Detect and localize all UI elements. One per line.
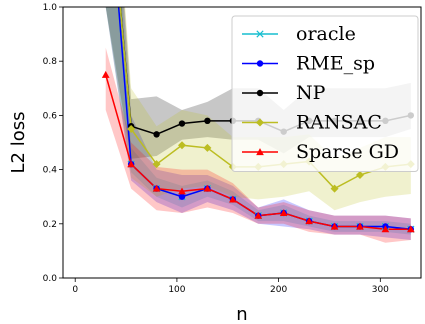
point-sparse-gd	[356, 222, 364, 230]
legend-marker-ransac	[256, 118, 264, 127]
legend-label-sparse-gd: Sparse GD	[296, 141, 399, 163]
legend-label-oracle: oracle	[296, 23, 356, 45]
legend-box	[231, 15, 419, 172]
legend-label-ransac: RANSAC	[296, 112, 382, 134]
point-sparse-gd	[305, 217, 313, 225]
point-sparse-gd	[152, 184, 161, 192]
band-rme-sp	[105, 7, 411, 241]
point-ransac	[177, 141, 186, 150]
point-sparse-gd	[127, 160, 135, 168]
point-np	[153, 131, 160, 138]
legend-marker-sparse-gd	[256, 148, 264, 156]
legend-marker-rme-sp	[256, 60, 264, 67]
point-ransac	[152, 160, 161, 169]
y-tick-label: 1.0	[43, 3, 58, 13]
plot-frame	[62, 6, 422, 279]
y-axis-label: L2 loss	[8, 112, 29, 174]
point-rme-sp	[178, 193, 186, 200]
point-ransac	[203, 143, 212, 152]
x-axis-label: n	[236, 304, 247, 324]
legend: oracle RME_sp NP RANSAC Sparse GD	[231, 15, 419, 172]
point-sparse-gd	[203, 184, 212, 192]
y-tick-label: 0.6	[43, 111, 58, 121]
y-tick-label: 0.2	[43, 220, 57, 230]
point-sparse-gd	[330, 222, 339, 230]
x-tick-label: 0	[72, 285, 78, 295]
legend-marker-np	[256, 89, 264, 97]
axes: 0 100 200 300 0.0 0.2 0.4 0.6 0.8 1.0	[43, 3, 422, 295]
point-sparse-gd	[101, 70, 110, 78]
x-tick-label: 100	[168, 285, 185, 295]
legend-label-np: NP	[296, 82, 326, 104]
x-tick-label: 300	[372, 285, 389, 295]
point-np	[204, 117, 211, 125]
point-np	[178, 120, 186, 127]
y-tick-label: 0.4	[43, 166, 58, 176]
point-sparse-gd	[406, 225, 415, 233]
legend-label-rme-sp: RME_sp	[296, 53, 375, 75]
point-sparse-gd	[279, 209, 288, 217]
legend-marker-oracle	[256, 30, 264, 38]
point-sparse-gd	[254, 211, 263, 219]
point-ransac	[355, 171, 364, 180]
point-ransac	[330, 184, 339, 193]
x-tick-label: 200	[270, 285, 287, 295]
point-ransac	[127, 124, 136, 133]
y-tick-label: 0.8	[43, 57, 58, 67]
point-sparse-gd	[178, 187, 186, 195]
point-sparse-gd	[229, 195, 237, 203]
y-tick-label: 0.0	[43, 274, 58, 284]
point-sparse-gd	[381, 225, 390, 233]
